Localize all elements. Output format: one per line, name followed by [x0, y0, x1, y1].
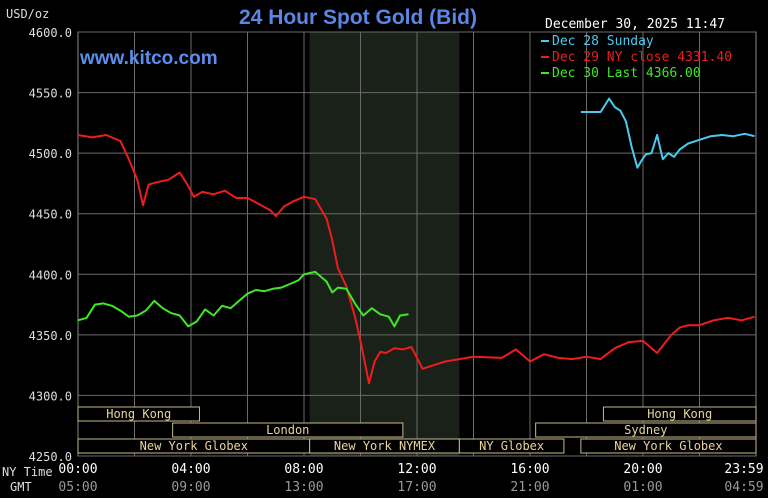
x-tick-label-gmt: 01:00	[623, 480, 662, 495]
session-label: London	[266, 423, 309, 437]
y-tick-label: 4250.0	[29, 450, 72, 464]
session-box	[535, 422, 757, 438]
series-line-1	[580, 97, 755, 169]
x-axis-ticks: 00:00 04:00 08:00 12:00 16:00 20:00 23:59 05:00…	[58, 462, 763, 495]
watermark: www.kitco.com	[79, 48, 218, 69]
grid-lines	[78, 31, 756, 457]
x-tick-label-gmt: 09:00	[171, 480, 210, 495]
session-label: Hong Kong	[106, 407, 171, 421]
series-lines	[77, 97, 755, 385]
series-line-3	[77, 270, 409, 328]
x-tick-label-gmt: 13:00	[284, 480, 323, 495]
legend-entry: Dec 29 NY close 4331.40	[552, 50, 732, 65]
chart-title: 24 Hour Spot Gold (Bid)	[239, 6, 477, 29]
session-box	[458, 438, 565, 454]
x-tick-label-gmt: 05:00	[58, 480, 97, 495]
legend-entry: Dec 30 Last 4366.00	[552, 66, 701, 81]
session-box	[602, 406, 757, 422]
y-axis-label: USD/oz	[6, 7, 49, 21]
y-tick-label: 4400.0	[29, 268, 72, 282]
y-tick-label: 4350.0	[29, 329, 72, 343]
y-tick-label: 4600.0	[29, 26, 72, 40]
session-label: New York Globex	[140, 439, 248, 453]
nymex-highlight	[309, 32, 460, 456]
x-tick-label-ny: 12:00	[397, 462, 436, 477]
session-box	[77, 406, 200, 422]
session-label: Hong Kong	[647, 407, 712, 421]
x-tick-label-gmt: 04:59	[724, 480, 763, 495]
session-label: Sydney	[624, 423, 667, 437]
x-tick-label-ny: 04:00	[171, 462, 210, 477]
timestamp: December 30, 2025 11:47	[545, 17, 725, 32]
legend-entry: Dec 28 Sunday	[552, 34, 654, 49]
series-line-2	[77, 134, 755, 385]
x-tick-label-gmt: 21:00	[510, 480, 549, 495]
session-box	[172, 422, 404, 438]
x-tick-label-ny: 00:00	[58, 462, 97, 477]
y-tick-label: 4550.0	[29, 87, 72, 101]
x-axis-label-gmt: GMT	[10, 480, 32, 494]
x-tick-label-ny: 20:00	[623, 462, 662, 477]
session-label: New York Globex	[614, 439, 722, 453]
session-label: New York NYMEX	[334, 439, 436, 453]
market-sessions: Hong Kong Hong Kong London Sydney New York G…	[77, 406, 757, 454]
y-tick-label: 4500.0	[29, 147, 72, 161]
x-axis-label-ny: NY Time	[2, 465, 53, 479]
y-tick-label: 4450.0	[29, 208, 72, 222]
session-box	[580, 438, 757, 454]
x-tick-label-ny: 08:00	[284, 462, 323, 477]
y-tick-label: 4300.0	[29, 389, 72, 403]
x-tick-label-ny: 23:59	[724, 462, 763, 477]
x-tick-label-ny: 16:00	[510, 462, 549, 477]
session-label: NY Globex	[479, 439, 544, 453]
y-axis-ticks: 4600.0 4550.0 4500.0 4450.0 4400.0 4350.0 4300…	[29, 26, 72, 464]
x-tick-label-gmt: 17:00	[397, 480, 436, 495]
